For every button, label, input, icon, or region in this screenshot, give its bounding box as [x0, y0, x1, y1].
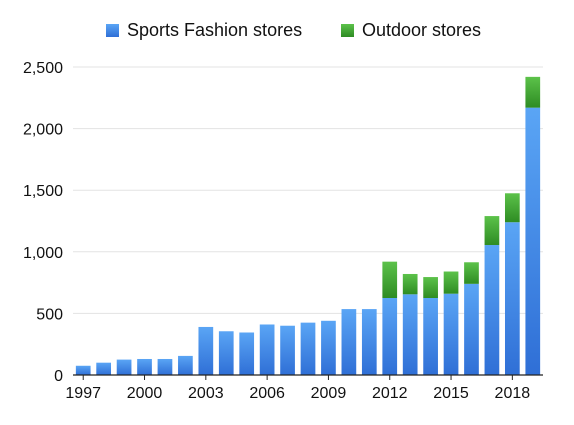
x-tick-label: 2006	[249, 385, 285, 402]
y-tick-label: 500	[36, 306, 63, 323]
legend-sports-fashion-swatch	[106, 24, 119, 37]
bar-sports-fashion	[484, 245, 500, 375]
y-tick-label: 1,500	[23, 183, 63, 200]
bar-outdoor	[464, 262, 479, 284]
bar-outdoor	[504, 193, 520, 223]
x-tick-label: 2003	[188, 385, 224, 402]
bar-outdoor	[443, 271, 459, 294]
legend: Sports Fashion stores Outdoor stores	[106, 20, 481, 40]
x-tick-label: 2000	[127, 385, 163, 402]
bar-sports-fashion	[239, 332, 255, 375]
bar-sports-fashion	[218, 331, 234, 375]
bar-sports-fashion	[280, 325, 295, 375]
legend-outdoor-label: Outdoor stores	[362, 20, 481, 40]
bar-sports-fashion	[96, 362, 112, 375]
bar-outdoor	[402, 273, 418, 295]
bar-sports-fashion	[341, 309, 357, 375]
bar-sports-fashion	[443, 293, 459, 375]
bar-sports-fashion	[525, 107, 541, 375]
bar-sports-fashion	[259, 324, 275, 375]
bar-sports-fashion	[300, 322, 316, 375]
bar-sports-fashion	[402, 294, 418, 375]
axes: 0 500 1,000 1,500 2,000 2,500 1997 2000 2003 2006…	[23, 60, 543, 402]
bar-sports-fashion	[75, 365, 91, 375]
y-tick-label: 1,000	[23, 245, 63, 262]
legend-sports-fashion-label: Sports Fashion stores	[127, 20, 302, 40]
bar-sports-fashion	[361, 309, 377, 375]
legend-outdoor-swatch	[341, 24, 354, 37]
bar-sports-fashion	[504, 222, 520, 375]
bar-sports-fashion	[321, 320, 336, 375]
x-tick-label: 2015	[433, 385, 469, 402]
x-tick-label: 2009	[311, 385, 347, 402]
bar-sports-fashion	[178, 355, 193, 375]
x-tick-label: 2018	[495, 385, 531, 402]
bar-sports-fashion	[157, 358, 173, 375]
bar-outdoor	[525, 76, 541, 108]
bar-sports-fashion	[423, 298, 438, 375]
bars	[75, 76, 541, 375]
bar-outdoor	[484, 216, 500, 246]
bar-sports-fashion	[382, 298, 398, 375]
x-tick-label: 2012	[372, 385, 408, 402]
x-tick-label: 1997	[65, 385, 101, 402]
bar-outdoor	[382, 261, 398, 298]
y-tick-label: 2,500	[23, 60, 63, 77]
bar-sports-fashion	[198, 326, 214, 375]
bar-sports-fashion	[116, 359, 132, 375]
y-tick-label: 2,000	[23, 122, 63, 139]
bar-sports-fashion	[464, 283, 479, 375]
bar-sports-fashion	[137, 358, 152, 375]
y-tick-label: 0	[54, 368, 63, 385]
bar-outdoor	[423, 277, 438, 298]
